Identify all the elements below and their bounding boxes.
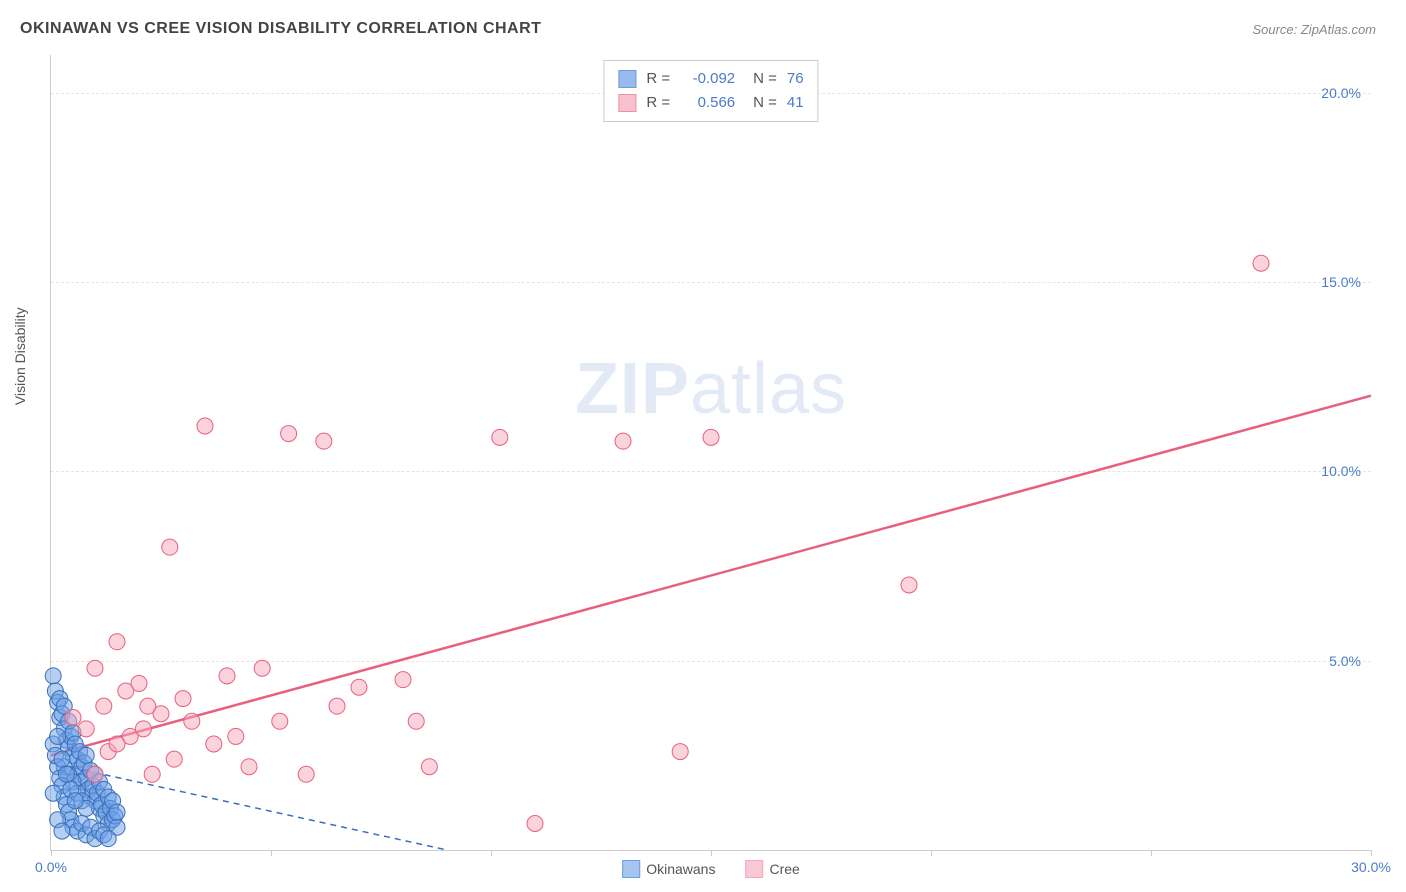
data-point bbox=[184, 713, 200, 729]
data-point bbox=[109, 804, 125, 820]
data-point bbox=[78, 747, 94, 763]
data-point bbox=[329, 698, 345, 714]
chart-plot-area: ZIPatlas 5.0%10.0%15.0%20.0% 0.0%30.0% R… bbox=[50, 55, 1371, 851]
data-point bbox=[316, 433, 332, 449]
chart-title: OKINAWAN VS CREE VISION DISABILITY CORRE… bbox=[20, 20, 541, 38]
data-point bbox=[672, 744, 688, 760]
x-tick-mark bbox=[51, 850, 52, 856]
x-tick-label: 0.0% bbox=[35, 859, 67, 875]
data-point bbox=[54, 751, 70, 767]
data-point bbox=[615, 433, 631, 449]
x-tick-mark bbox=[491, 850, 492, 856]
data-point bbox=[131, 675, 147, 691]
data-point bbox=[197, 418, 213, 434]
stats-n-label: N = bbox=[753, 67, 777, 91]
data-point bbox=[395, 672, 411, 688]
stats-r-label: R = bbox=[646, 67, 670, 91]
data-point bbox=[175, 691, 191, 707]
data-point bbox=[45, 785, 61, 801]
data-point bbox=[527, 816, 543, 832]
correlation-stats-box: R = -0.092 N = 76 R = 0.566 N = 41 bbox=[603, 60, 818, 122]
x-tick-mark bbox=[271, 850, 272, 856]
data-point bbox=[100, 831, 116, 847]
source-attribution: Source: ZipAtlas.com bbox=[1252, 22, 1376, 37]
trend-line bbox=[51, 396, 1371, 756]
data-point bbox=[140, 698, 156, 714]
data-point bbox=[87, 660, 103, 676]
data-point bbox=[281, 426, 297, 442]
stats-r-value: -0.092 bbox=[680, 67, 735, 91]
stats-n-value: 41 bbox=[787, 91, 804, 115]
data-point bbox=[351, 679, 367, 695]
series-swatch bbox=[618, 94, 636, 112]
data-point bbox=[219, 668, 235, 684]
legend-swatch bbox=[745, 860, 763, 878]
data-point bbox=[206, 736, 222, 752]
data-point bbox=[901, 577, 917, 593]
legend-label: Okinawans bbox=[646, 861, 715, 877]
data-point bbox=[87, 766, 103, 782]
data-point bbox=[78, 721, 94, 737]
data-point bbox=[58, 766, 74, 782]
legend-item: Okinawans bbox=[622, 860, 715, 878]
series-swatch bbox=[618, 70, 636, 88]
legend-item: Cree bbox=[745, 860, 799, 878]
data-point bbox=[162, 539, 178, 555]
data-point bbox=[241, 759, 257, 775]
data-point bbox=[65, 710, 81, 726]
data-point bbox=[45, 668, 61, 684]
stats-n-label: N = bbox=[753, 91, 777, 115]
stats-r-value: 0.566 bbox=[680, 91, 735, 115]
data-point bbox=[166, 751, 182, 767]
data-point bbox=[144, 766, 160, 782]
y-axis-label: Vision Disability bbox=[12, 307, 28, 405]
data-point bbox=[228, 728, 244, 744]
stats-r-label: R = bbox=[646, 91, 670, 115]
data-point bbox=[703, 429, 719, 445]
data-point bbox=[135, 721, 151, 737]
x-tick-mark bbox=[1371, 850, 1372, 856]
data-point bbox=[50, 728, 66, 744]
legend-label: Cree bbox=[769, 861, 799, 877]
legend-swatch bbox=[622, 860, 640, 878]
data-point bbox=[254, 660, 270, 676]
data-point bbox=[54, 823, 70, 839]
data-point bbox=[421, 759, 437, 775]
data-point bbox=[408, 713, 424, 729]
data-point bbox=[109, 634, 125, 650]
data-point bbox=[298, 766, 314, 782]
x-tick-label: 30.0% bbox=[1351, 859, 1391, 875]
stats-n-value: 76 bbox=[787, 67, 804, 91]
x-tick-mark bbox=[1151, 850, 1152, 856]
data-point bbox=[109, 736, 125, 752]
stats-row: R = 0.566 N = 41 bbox=[618, 91, 803, 115]
legend: Okinawans Cree bbox=[622, 860, 800, 878]
data-point bbox=[1253, 255, 1269, 271]
stats-row: R = -0.092 N = 76 bbox=[618, 67, 803, 91]
x-tick-mark bbox=[711, 850, 712, 856]
scatter-plot-svg bbox=[51, 55, 1371, 850]
x-tick-mark bbox=[931, 850, 932, 856]
data-point bbox=[96, 698, 112, 714]
data-point bbox=[272, 713, 288, 729]
data-point bbox=[67, 793, 83, 809]
data-point bbox=[492, 429, 508, 445]
